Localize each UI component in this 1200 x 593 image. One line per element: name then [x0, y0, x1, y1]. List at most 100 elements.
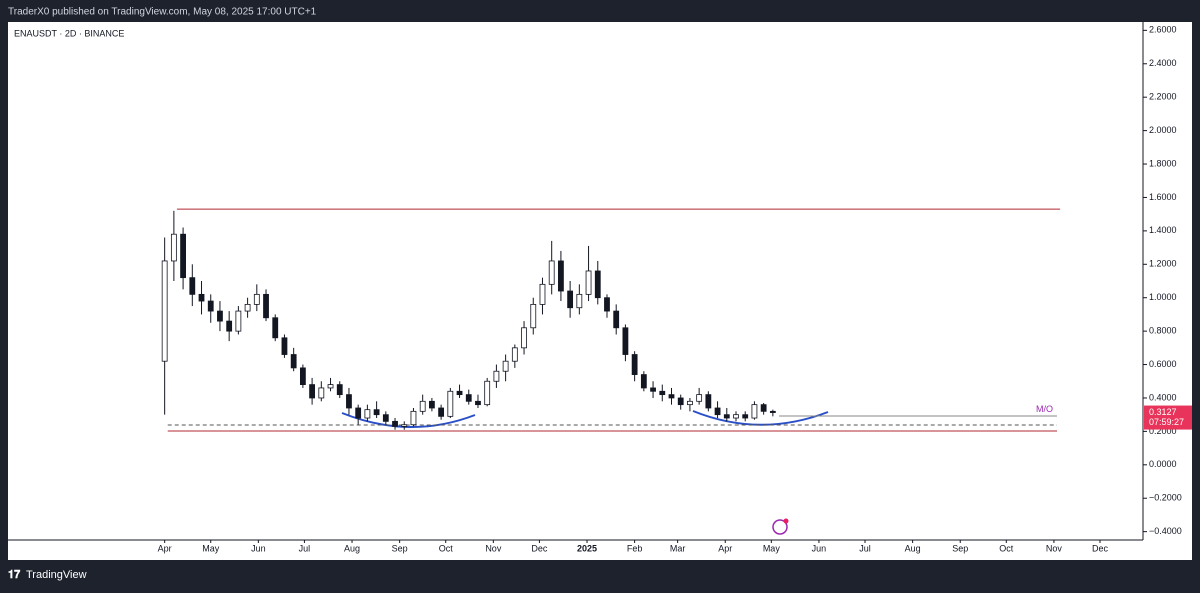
x-tick-label: Sep	[952, 543, 968, 553]
candle-body	[742, 414, 749, 419]
candle-body	[548, 260, 555, 285]
candle-body	[465, 394, 472, 402]
candle-body	[438, 407, 445, 417]
candle-body	[733, 414, 739, 419]
x-tick-label: Jul	[859, 543, 871, 553]
candle-body	[640, 374, 647, 389]
y-tick-label: 2.4000	[1149, 58, 1177, 68]
candle-body	[705, 394, 712, 409]
footer: TradingView	[26, 569, 87, 581]
candle-body	[484, 380, 491, 406]
candle-body	[327, 384, 334, 389]
x-tick-label: May	[202, 543, 220, 553]
candle-body	[567, 290, 574, 309]
candle-body	[309, 384, 316, 399]
y-tick-label: 0.6000	[1149, 359, 1177, 369]
y-tick-label: 1.0000	[1149, 292, 1177, 302]
y-tick-label: 1.2000	[1149, 259, 1177, 269]
candle-body	[769, 410, 776, 413]
candle-body	[428, 400, 435, 409]
x-tick-label: Aug	[344, 543, 360, 553]
candle-body	[751, 404, 758, 419]
candle-body	[687, 400, 693, 406]
candle-body	[511, 347, 518, 362]
candle-body	[723, 414, 730, 419]
candle-body	[263, 293, 269, 319]
price-label-bg	[1144, 405, 1192, 430]
candle-body	[668, 394, 675, 399]
y-tick-label: 1.6000	[1149, 192, 1177, 202]
candle-body	[170, 233, 177, 262]
top-bar	[0, 0, 1200, 22]
candle-body	[207, 300, 214, 312]
candle-body	[539, 283, 546, 305]
arc-drawing	[692, 410, 829, 426]
candle-body	[299, 367, 306, 385]
candle-body	[290, 354, 297, 369]
logo-mark: 𝟏𝟕	[8, 569, 21, 581]
bottom-bar	[0, 560, 1200, 588]
countdown: 07:59:27	[1149, 417, 1184, 427]
y-tick-label: 2.0000	[1149, 125, 1177, 135]
candle-body	[475, 400, 481, 406]
x-tick-label: Nov	[1046, 543, 1063, 553]
candle-body	[622, 327, 629, 355]
x-tick-label: Jun	[251, 543, 266, 553]
y-tick-label: 2.6000	[1149, 25, 1177, 35]
y-tick-label: −0.2000	[1149, 493, 1182, 503]
y-tick-label: −0.4000	[1149, 526, 1182, 536]
candle-body	[198, 293, 205, 302]
candle-body	[346, 394, 352, 409]
candle-body	[382, 414, 389, 422]
x-tick-label: Oct	[439, 543, 454, 553]
candle-body	[410, 410, 417, 426]
x-tick-label: 2025	[577, 543, 597, 553]
candle-body	[493, 370, 500, 382]
event-icon-dot	[783, 518, 789, 524]
symbol-title: ENAUSDT · 2D · BINANCE	[14, 28, 124, 38]
event-icon	[772, 519, 788, 535]
candle-body	[447, 390, 454, 417]
candle-body	[373, 409, 380, 416]
x-tick-label: Apr	[718, 543, 732, 553]
x-tick-label: Feb	[627, 543, 643, 553]
candle-body	[253, 293, 260, 305]
y-tick-label: 0.4000	[1149, 392, 1177, 402]
x-tick-label: Jul	[299, 543, 311, 553]
x-tick-label: Apr	[158, 543, 172, 553]
candle-body	[244, 303, 251, 312]
candle-body	[226, 320, 233, 332]
price-label: 0.3127	[1149, 407, 1177, 417]
x-tick-label: Jun	[812, 543, 827, 553]
candle-body	[631, 354, 638, 375]
candle-body	[530, 303, 537, 329]
candle-body	[336, 384, 343, 396]
candle-body	[594, 270, 601, 299]
candle-body	[217, 310, 223, 322]
x-tick-label: Sep	[392, 543, 408, 553]
candle-body	[585, 270, 592, 295]
candle-body	[281, 337, 288, 355]
candle-body	[558, 260, 564, 292]
candle-body	[318, 387, 325, 399]
candle-body	[696, 394, 703, 402]
y-tick-label: 1.8000	[1149, 158, 1177, 168]
y-tick-label: 0.8000	[1149, 326, 1177, 336]
candle-body	[760, 404, 767, 412]
candle-body	[355, 407, 362, 419]
candle-body	[272, 317, 279, 339]
candle-body	[401, 424, 408, 427]
x-tick-label: Mar	[670, 543, 686, 553]
candle-body	[456, 390, 463, 396]
y-tick-label: 1.4000	[1149, 225, 1177, 235]
candle-body	[604, 297, 610, 312]
x-tick-label: Dec	[531, 543, 548, 553]
candle-body	[650, 387, 656, 392]
x-tick-label: Aug	[905, 543, 921, 553]
x-tick-label: Oct	[999, 543, 1014, 553]
candle-body	[659, 390, 666, 396]
candle-body	[419, 400, 426, 412]
x-tick-label: Dec	[1092, 543, 1109, 553]
y-tick-label: 0.0000	[1149, 459, 1177, 469]
candle-body	[521, 327, 527, 349]
